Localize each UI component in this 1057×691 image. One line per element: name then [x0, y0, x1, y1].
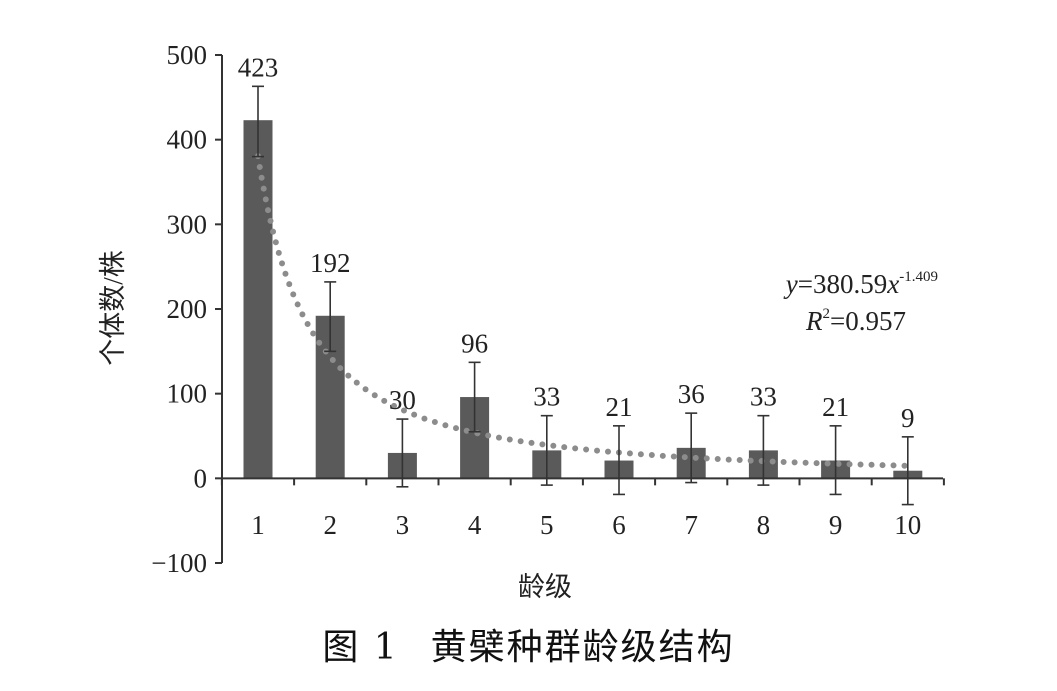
data-label-3: 30 [389, 385, 416, 415]
x-axis-title: 龄级 [518, 572, 572, 602]
y-tick-label: 100 [167, 379, 208, 409]
data-label-series: 423 192 30 96 33 21 36 33 21 9 [238, 52, 915, 433]
error-bar-10 [901, 436, 914, 506]
eq-exponent: -1.409 [899, 269, 938, 285]
y-tick-label: −100 [151, 548, 207, 578]
y-tick-label: 500 [167, 40, 208, 70]
error-bar-9 [829, 425, 842, 496]
figure-caption: 图 1 黄檗种群龄级结构 [0, 618, 1057, 670]
x-tick-label: 6 [612, 510, 626, 540]
data-label-4: 96 [461, 328, 488, 358]
error-bar-4 [468, 361, 481, 433]
trend-equation: y=380.59x-1.409 R2=0.957 [783, 269, 938, 336]
error-bar-8 [757, 414, 770, 486]
error-bar-2 [324, 281, 337, 353]
y-tick-label: 300 [167, 209, 208, 239]
trendline-power [255, 153, 911, 469]
data-label-2: 192 [310, 248, 351, 278]
y-tick-label: 0 [194, 463, 208, 493]
svg-text:y=380.59x-1.409: y=380.59x-1.409 [783, 269, 938, 299]
figure-title: 黄檗种群龄级结构 [430, 627, 735, 668]
eq-y-var: y [783, 269, 798, 299]
y-tick-label: 200 [167, 294, 208, 324]
x-tick-label: 9 [829, 510, 843, 540]
x-tick-label: 5 [540, 510, 554, 540]
x-tick-label: 2 [323, 510, 337, 540]
eq-r-sup: 2 [823, 306, 831, 322]
data-label-5: 33 [533, 382, 560, 412]
trendline-curve [255, 153, 911, 469]
data-label-1: 423 [238, 52, 279, 82]
data-label-7: 36 [678, 379, 705, 409]
eq-x-var: x [886, 269, 899, 299]
x-tick-label: 8 [757, 510, 771, 540]
data-label-8: 33 [750, 382, 777, 412]
error-bar-7 [685, 412, 698, 484]
error-bar-1 [252, 85, 264, 158]
data-label-9: 21 [822, 392, 849, 422]
error-bar-series [252, 85, 914, 506]
x-tick-label: 1 [251, 510, 265, 540]
data-label-10: 9 [901, 403, 915, 433]
y-tick-label: 400 [167, 125, 208, 155]
bar-1 [243, 120, 273, 479]
eq-body: =380.59 [798, 269, 887, 299]
x-tick-label: 3 [396, 510, 410, 540]
error-bar-3 [396, 418, 409, 488]
bar-series [243, 120, 923, 479]
svg-text:R2=0.957: R2=0.957 [805, 306, 906, 336]
eq-r-var: R [805, 306, 823, 336]
x-tick-label: 4 [468, 510, 482, 540]
error-bar-6 [613, 425, 625, 496]
axes [215, 54, 945, 564]
tick-label-series: 500 400 300 200 100 0 −100 1 2 3 4 5 6 7 8 9 10 [151, 40, 921, 578]
x-tick-label: 7 [684, 510, 698, 540]
eq-r-value: =0.957 [830, 306, 906, 336]
y-axis-title: 个体数/株 [98, 250, 128, 366]
x-tick-label: 10 [894, 510, 921, 540]
figure-number: 图 1 [322, 627, 399, 668]
data-label-6: 21 [606, 392, 633, 422]
error-bar-5 [540, 414, 553, 486]
